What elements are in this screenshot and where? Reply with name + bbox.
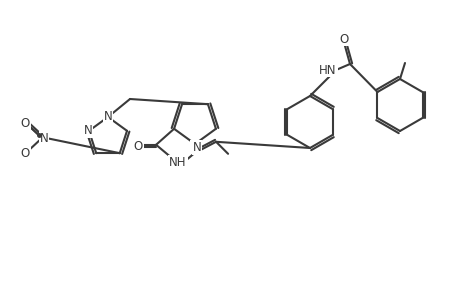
Text: O: O [20, 146, 29, 160]
Text: O: O [20, 116, 29, 130]
Text: O: O [191, 140, 200, 154]
Text: HN: HN [319, 64, 336, 76]
Text: NH: NH [169, 156, 186, 169]
Text: N: N [39, 131, 48, 145]
Text: O: O [133, 140, 142, 153]
Text: O: O [339, 32, 348, 46]
Text: N: N [103, 110, 112, 122]
Text: N: N [192, 141, 201, 154]
Text: N: N [84, 124, 92, 137]
